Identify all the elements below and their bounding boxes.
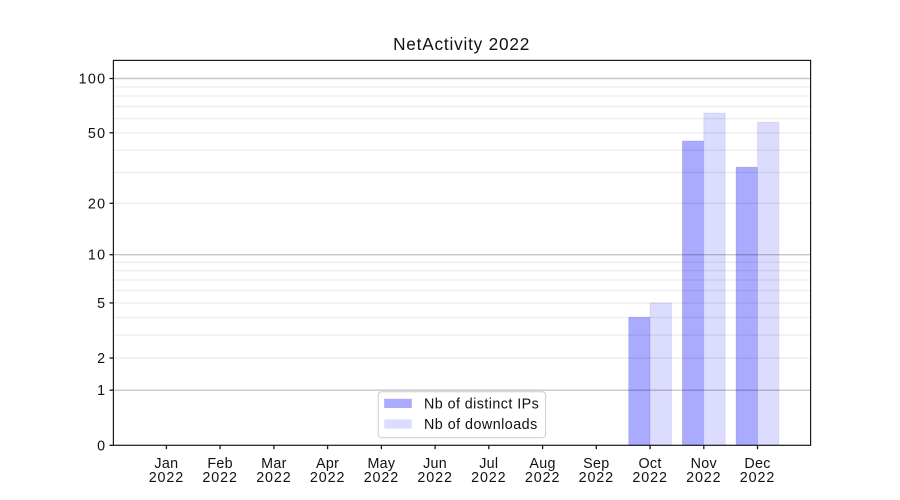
svg-text:2022: 2022 <box>149 470 184 486</box>
svg-text:Dec: Dec <box>744 456 770 472</box>
svg-text:Aug: Aug <box>529 456 555 472</box>
svg-text:2022: 2022 <box>256 470 291 486</box>
svg-text:Mar: Mar <box>261 456 287 472</box>
svg-text:2022: 2022 <box>525 470 560 486</box>
svg-text:Nov: Nov <box>691 456 718 472</box>
svg-text:Jan: Jan <box>154 456 178 472</box>
svg-text:50: 50 <box>88 126 107 142</box>
svg-text:Sep: Sep <box>583 456 609 472</box>
svg-text:2022: 2022 <box>364 470 399 486</box>
svg-text:2022: 2022 <box>471 470 506 486</box>
svg-text:Jun: Jun <box>423 456 447 472</box>
svg-text:0: 0 <box>97 438 106 454</box>
svg-text:Jul: Jul <box>479 456 498 472</box>
svg-text:2022: 2022 <box>686 470 721 486</box>
svg-text:Nb of distinct IPs: Nb of distinct IPs <box>424 396 539 412</box>
svg-text:Oct: Oct <box>639 456 662 472</box>
svg-text:NetActivity 2022: NetActivity 2022 <box>393 34 530 54</box>
svg-text:2022: 2022 <box>202 470 237 486</box>
svg-text:1: 1 <box>97 383 106 399</box>
svg-text:2022: 2022 <box>310 470 345 486</box>
svg-text:Nb of downloads: Nb of downloads <box>424 417 538 433</box>
svg-text:2022: 2022 <box>579 470 614 486</box>
svg-text:20: 20 <box>88 196 107 212</box>
svg-text:May: May <box>367 456 395 472</box>
svg-text:Apr: Apr <box>316 456 339 472</box>
svg-text:5: 5 <box>97 296 106 312</box>
svg-text:Feb: Feb <box>207 456 233 472</box>
svg-text:2022: 2022 <box>632 470 667 486</box>
svg-text:2: 2 <box>97 351 106 367</box>
svg-text:2022: 2022 <box>417 470 452 486</box>
svg-text:10: 10 <box>88 248 107 264</box>
svg-text:100: 100 <box>79 72 107 88</box>
svg-text:2022: 2022 <box>740 470 775 486</box>
